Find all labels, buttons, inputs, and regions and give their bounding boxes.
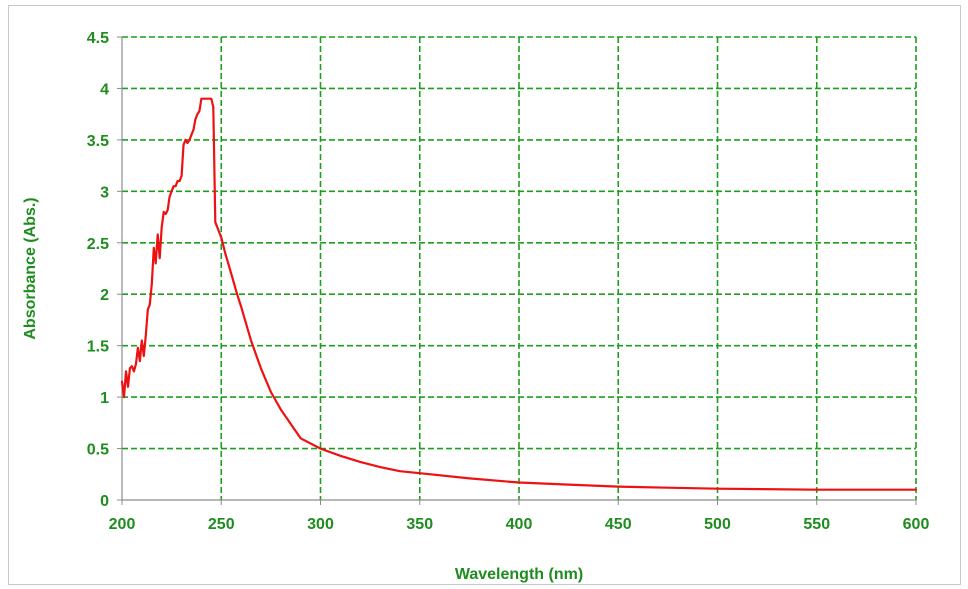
grid-layer (122, 36, 917, 500)
x-tick-label: 600 (903, 516, 930, 533)
chart-frame: 200 250 300 350 400 450 500 550 600 0 0.5 1 1.5 2 2.5… (8, 5, 961, 585)
y-tick-label: 3 (100, 184, 109, 201)
y-tick-label: 2.5 (87, 236, 109, 253)
y-tick-label: 1 (100, 390, 109, 407)
y-axis-title: Absorbance (Abs.) (22, 197, 39, 339)
x-tick-label: 250 (208, 516, 235, 533)
absorbance-series-line (120, 97, 918, 491)
y-tick-label: 3.5 (87, 133, 109, 150)
absorbance-chart: 200 250 300 350 400 450 500 550 600 0 0.5 1 1.5 2 2.5… (22, 30, 930, 583)
axes-layer (117, 36, 917, 505)
y-tick-label: 1.5 (87, 339, 109, 356)
series-layer (120, 97, 918, 491)
y-tick-label: 0.5 (87, 442, 109, 459)
y-tick-labels: 0 0.5 1 1.5 2 2.5 3 3.5 4 4.5 (87, 30, 109, 510)
x-tick-label: 500 (704, 516, 731, 533)
y-tick-label: 2 (100, 287, 109, 304)
x-tick-labels: 200 250 300 350 400 450 500 550 600 (109, 516, 930, 533)
x-tick-label: 450 (605, 516, 632, 533)
x-tick-label: 350 (406, 516, 433, 533)
x-axis-title: Wavelength (nm) (455, 566, 583, 583)
x-tick-label: 400 (506, 516, 533, 533)
y-tick-label: 4.5 (87, 30, 109, 47)
x-tick-label: 300 (307, 516, 334, 533)
x-tick-label: 550 (803, 516, 830, 533)
x-tick-label: 200 (109, 516, 136, 533)
y-tick-label: 4 (100, 81, 109, 98)
y-tick-label: 0 (100, 493, 109, 510)
